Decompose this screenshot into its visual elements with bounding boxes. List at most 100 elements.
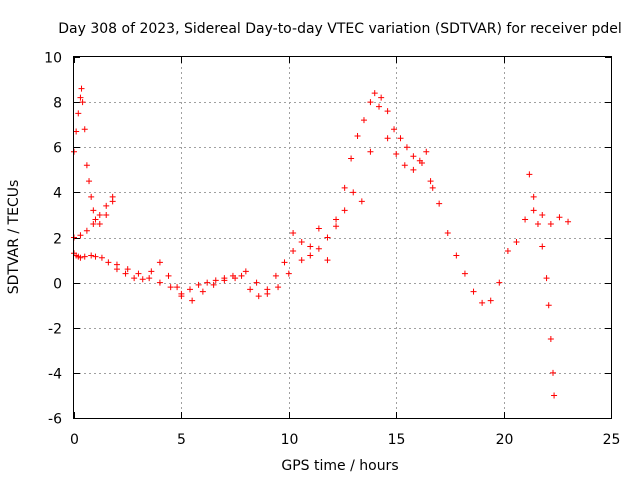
- data-point: [416, 157, 423, 164]
- x-axis-label: GPS time / hours: [281, 458, 398, 474]
- data-point: [174, 284, 181, 291]
- data-point: [547, 220, 554, 227]
- data-point: [565, 218, 572, 225]
- data-point: [88, 193, 95, 200]
- data-point: [556, 214, 563, 221]
- data-point: [378, 94, 385, 101]
- data-point: [281, 259, 288, 266]
- data-point: [88, 252, 95, 259]
- data-point: [238, 272, 245, 279]
- data-point: [487, 297, 494, 304]
- y-tick-label: -6: [48, 412, 62, 428]
- x-tick-label: 10: [281, 432, 299, 448]
- data-point: [156, 279, 163, 286]
- data-point: [79, 99, 86, 106]
- data-point: [358, 198, 365, 205]
- y-tick-label: 8: [53, 96, 62, 112]
- data-point: [530, 193, 537, 200]
- data-point: [371, 90, 378, 97]
- data-point: [105, 259, 112, 266]
- data-point: [165, 272, 172, 279]
- data-point: [195, 281, 202, 288]
- data-point: [315, 225, 322, 232]
- data-point: [272, 272, 279, 279]
- data-point: [109, 193, 116, 200]
- data-point: [103, 211, 110, 218]
- series-late-branch: [526, 171, 558, 399]
- data-point: [124, 266, 131, 273]
- data-point: [350, 189, 357, 196]
- data-point: [410, 166, 417, 173]
- data-point: [393, 151, 400, 158]
- x-tick-label: 20: [496, 432, 514, 448]
- y-tick-label: -2: [48, 322, 62, 338]
- data-point: [212, 277, 219, 284]
- series-lower-band: [113, 261, 292, 304]
- data-point: [539, 211, 546, 218]
- y-axis-label: SDTVAR / TECUs: [6, 180, 22, 295]
- data-point: [113, 261, 120, 268]
- data-point: [367, 99, 374, 106]
- data-point: [75, 110, 82, 117]
- series-midday-scatter: [290, 90, 436, 264]
- data-point: [324, 234, 331, 241]
- data-point: [103, 202, 110, 209]
- data-point: [264, 290, 271, 297]
- data-point: [307, 252, 314, 259]
- data-point: [315, 245, 322, 252]
- series-main: [71, 103, 572, 306]
- data-point: [436, 200, 443, 207]
- data-point: [534, 220, 541, 227]
- data-point: [242, 268, 249, 275]
- data-point: [427, 178, 434, 185]
- data-point: [90, 220, 97, 227]
- chart-title: Day 308 of 2023, Sidereal Day-to-day VTE…: [58, 21, 622, 37]
- data-point: [122, 270, 129, 277]
- data-point: [401, 162, 408, 169]
- data-point: [77, 94, 84, 101]
- data-point: [384, 135, 391, 142]
- data-point: [247, 286, 254, 293]
- data-point: [81, 126, 88, 133]
- data-point: [204, 279, 211, 286]
- data-point: [545, 302, 552, 309]
- data-point: [333, 216, 340, 223]
- data-point: [539, 243, 546, 250]
- data-point: [135, 270, 142, 277]
- x-tick-label: 0: [70, 432, 79, 448]
- data-point: [423, 148, 430, 155]
- data-point: [178, 293, 185, 300]
- data-point: [81, 253, 88, 260]
- data-point: [397, 135, 404, 142]
- x-tick-label: 5: [177, 432, 186, 448]
- data-point: [285, 270, 292, 277]
- data-point: [429, 184, 436, 191]
- data-point: [403, 144, 410, 151]
- data-point: [210, 281, 217, 288]
- data-point: [92, 253, 99, 260]
- series-upper-branch: [71, 85, 116, 227]
- data-point: [496, 279, 503, 286]
- data-point: [341, 207, 348, 214]
- x-tick-label: 25: [603, 432, 621, 448]
- data-point: [354, 132, 361, 139]
- data-point: [530, 207, 537, 214]
- data-point: [167, 284, 174, 291]
- data-point: [348, 155, 355, 162]
- data-point: [367, 148, 374, 155]
- points-layer: [71, 85, 572, 399]
- data-point: [255, 293, 262, 300]
- data-point: [90, 207, 97, 214]
- data-point: [453, 252, 460, 259]
- data-point: [290, 248, 297, 255]
- data-point: [298, 239, 305, 246]
- data-point: [551, 392, 558, 399]
- data-point: [341, 184, 348, 191]
- data-point: [83, 227, 90, 234]
- grid-layer: [74, 57, 611, 418]
- data-point: [513, 239, 520, 246]
- data-point: [298, 257, 305, 264]
- y-tick-label: -4: [48, 367, 62, 383]
- data-point: [333, 223, 340, 230]
